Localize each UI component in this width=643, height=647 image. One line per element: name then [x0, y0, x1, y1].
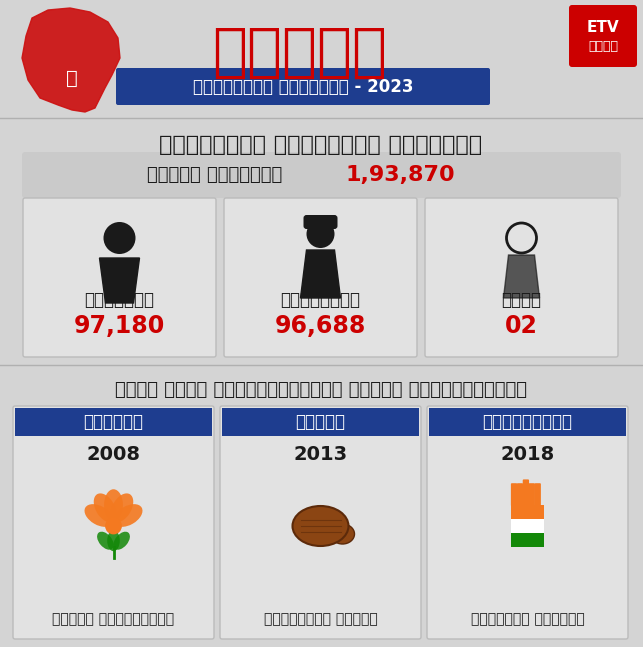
Ellipse shape: [111, 494, 133, 522]
Text: ಮಹಿಳೆಯರು: ಮಹಿಳೆಯರು: [280, 291, 361, 309]
Ellipse shape: [114, 504, 143, 527]
Ellipse shape: [97, 532, 114, 550]
Circle shape: [307, 220, 334, 248]
Text: ಕಳೆದ ಮೂರು ಚುನಾವಣೆಯಲ್ಲಿ ಗೆದ್ದ ಅಭ್ಯರ್ಥಿಗಳು: ಕಳೆದ ಮೂರು ಚುನಾವಣೆಯಲ್ಲಿ ಗೆದ್ದ ಅಭ್ಯರ್ಥಿಗಳು: [115, 381, 527, 399]
FancyBboxPatch shape: [23, 198, 216, 357]
FancyBboxPatch shape: [569, 5, 637, 67]
FancyBboxPatch shape: [13, 406, 214, 639]
Text: ಇತರೆ: ಇತರೆ: [502, 291, 541, 309]
Bar: [511, 533, 543, 547]
Text: ಭಾರತ: ಭಾರತ: [588, 39, 618, 52]
Text: ✋: ✋: [66, 69, 78, 87]
Text: ಕೆಜಪಿ: ಕೆಜಪಿ: [296, 413, 345, 431]
Text: ETV: ETV: [586, 21, 619, 36]
Ellipse shape: [331, 524, 354, 544]
FancyBboxPatch shape: [517, 483, 523, 506]
Text: ವಿಶ್ವನಾಥ ಪಾಟೀಲ: ವಿಶ್ವನಾಥ ಪಾಟೀಲ: [264, 612, 377, 626]
Ellipse shape: [84, 504, 113, 527]
Text: ಮಹಾಂತೇಶ ಕೊಜಲಗಿ: ಮಹಾಂತೇಶ ಕೊಜಲಗಿ: [471, 612, 584, 626]
FancyBboxPatch shape: [534, 483, 541, 506]
FancyBboxPatch shape: [425, 198, 618, 357]
Text: ವಿಧಾನಸಭೆ ಚುನಾವಣೆ - 2023: ವಿಧಾನಸಭೆ ಚುನಾವಣೆ - 2023: [193, 78, 413, 96]
Text: 2013: 2013: [293, 444, 348, 463]
Text: 2008: 2008: [87, 444, 141, 463]
Text: ಜಗದೀಶ ಮೇಟಿಗುಡ್ಡ: ಜಗದೀಶ ಮೇಟಿಗುಡ್ಡ: [53, 612, 174, 626]
Text: ಕಾಂಗ್ರೆಸ್: ಕಾಂಗ್ರೆಸ್: [482, 413, 572, 431]
FancyBboxPatch shape: [511, 483, 517, 506]
Polygon shape: [100, 258, 140, 303]
FancyBboxPatch shape: [22, 152, 621, 198]
Text: ಬಿಜೆಪಿ: ಬಿಜೆಪಿ: [84, 413, 143, 431]
Ellipse shape: [113, 532, 130, 550]
Text: 1,93,870: 1,93,870: [345, 165, 455, 185]
Ellipse shape: [107, 530, 120, 551]
Polygon shape: [22, 8, 120, 112]
Text: 2018: 2018: [500, 444, 555, 463]
Bar: [429, 408, 626, 436]
Text: ಪುರುಷರು: ಪುರುಷರು: [84, 291, 154, 309]
Text: ಕಂಟಾಕ: ಕಂಟಾಕ: [212, 23, 388, 80]
Ellipse shape: [293, 506, 349, 546]
Bar: [222, 408, 419, 436]
Bar: [511, 519, 543, 533]
Bar: [15, 408, 212, 436]
Bar: [0, 0, 643, 115]
Text: ಬೈಲಹೊಂಗಲ ವಿಧಾನಸಭಾ ಕ್ಷೇತ್ರ: ಬೈಲಹೊಂಗಲ ವಿಧಾನಸಭಾ ಕ್ಷೇತ್ರ: [159, 135, 482, 155]
Polygon shape: [503, 255, 539, 298]
Circle shape: [104, 222, 136, 254]
Circle shape: [105, 518, 122, 534]
Polygon shape: [300, 250, 341, 298]
FancyBboxPatch shape: [220, 406, 421, 639]
Bar: [511, 505, 543, 519]
FancyBboxPatch shape: [523, 479, 529, 506]
Text: ಒಟ್ಟು ಮತದಾರರು: ಒಟ್ಟು ಮತದಾರರು: [147, 166, 283, 184]
Text: 02: 02: [505, 314, 538, 338]
FancyBboxPatch shape: [529, 483, 535, 506]
FancyBboxPatch shape: [116, 68, 490, 105]
FancyBboxPatch shape: [303, 215, 338, 229]
Ellipse shape: [94, 494, 116, 522]
FancyBboxPatch shape: [427, 406, 628, 639]
FancyBboxPatch shape: [224, 198, 417, 357]
Ellipse shape: [104, 489, 123, 521]
Text: 96,688: 96,688: [275, 314, 366, 338]
Text: 97,180: 97,180: [74, 314, 165, 338]
